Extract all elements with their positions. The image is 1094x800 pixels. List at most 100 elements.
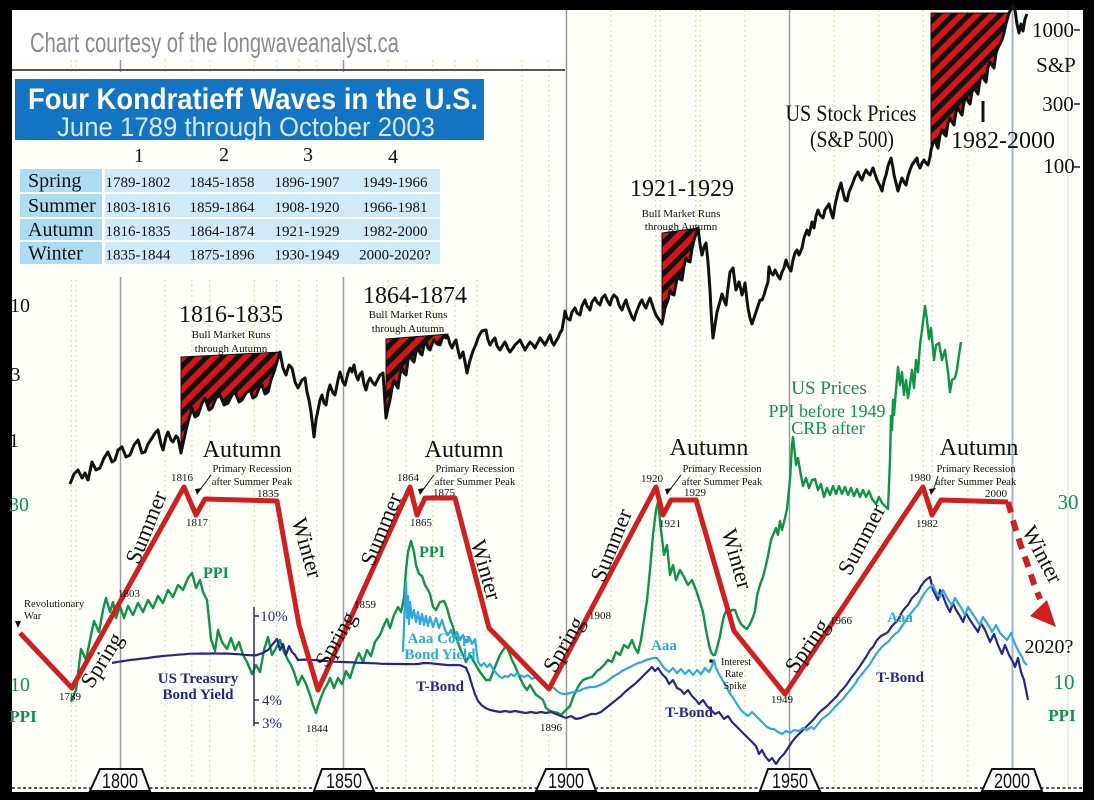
svg-text:Bull Market Runs: Bull Market Runs — [192, 329, 271, 341]
svg-text:through Autumn: through Autumn — [195, 343, 268, 355]
svg-text:Aaa Corp: Aaa Corp — [408, 631, 471, 647]
svg-text:1864-1874: 1864-1874 — [363, 283, 467, 309]
svg-text:1900: 1900 — [548, 770, 584, 793]
svg-text:US Treasury: US Treasury — [158, 671, 239, 687]
svg-text:PPI: PPI — [1048, 706, 1076, 725]
svg-text:3: 3 — [303, 144, 313, 166]
svg-text:Bull Market Runs: Bull Market Runs — [642, 208, 721, 220]
svg-text:Bond Yield: Bond Yield — [405, 647, 477, 663]
svg-text:1982: 1982 — [916, 518, 938, 530]
svg-text:1864-1874: 1864-1874 — [190, 224, 255, 240]
svg-text:Interest: Interest — [721, 657, 751, 668]
svg-text:30: 30 — [9, 494, 29, 516]
svg-text:1865: 1865 — [410, 517, 433, 529]
svg-text:1800: 1800 — [102, 770, 138, 793]
svg-text:T-Bond: T-Bond — [876, 670, 924, 686]
svg-text:30: 30 — [1058, 490, 1079, 514]
svg-text:Aaa: Aaa — [887, 610, 913, 626]
svg-text:Autumn: Autumn — [28, 219, 94, 241]
svg-text:2: 2 — [219, 144, 229, 166]
svg-text:100: 100 — [1043, 154, 1075, 178]
svg-text:1949-1966: 1949-1966 — [363, 175, 428, 191]
svg-text:1: 1 — [134, 145, 144, 167]
svg-text:Rate: Rate — [725, 669, 744, 680]
svg-text:after Summer Peak: after Summer Peak — [435, 477, 516, 488]
svg-text:1803-1816: 1803-1816 — [106, 200, 171, 216]
svg-text:1835: 1835 — [257, 488, 280, 500]
svg-text:Summer: Summer — [28, 195, 96, 217]
svg-text:PPI: PPI — [203, 565, 229, 582]
svg-text:1850: 1850 — [326, 770, 362, 793]
svg-text:T-Bond: T-Bond — [665, 705, 713, 721]
svg-text:1982-2000: 1982-2000 — [951, 128, 1055, 154]
svg-text:4%: 4% — [262, 693, 282, 709]
svg-text:1950: 1950 — [772, 770, 808, 793]
svg-text:PPI: PPI — [419, 544, 445, 561]
svg-text:1864: 1864 — [397, 472, 420, 484]
svg-text:1859-1864: 1859-1864 — [190, 200, 255, 216]
svg-text:1816-1835: 1816-1835 — [179, 302, 283, 328]
svg-text:10: 10 — [1054, 670, 1075, 694]
svg-text:June 1789 through October 2003: June 1789 through October 2003 — [57, 112, 435, 142]
svg-text:1921-1929: 1921-1929 — [630, 176, 734, 202]
svg-text:1: 1 — [9, 430, 19, 452]
svg-text:10: 10 — [10, 674, 30, 696]
svg-text:Revolutionary: Revolutionary — [24, 599, 85, 610]
svg-text:T-Bond: T-Bond — [416, 679, 464, 695]
svg-text:1816: 1816 — [171, 472, 194, 484]
svg-text:1859: 1859 — [354, 599, 377, 611]
svg-text:1000: 1000 — [1032, 18, 1074, 42]
svg-text:1908-1920: 1908-1920 — [275, 200, 340, 216]
svg-text:1982-2000: 1982-2000 — [363, 224, 428, 240]
svg-text:4: 4 — [388, 146, 398, 168]
svg-text:1896: 1896 — [540, 722, 563, 734]
svg-text:1966: 1966 — [830, 615, 853, 627]
svg-text:Autumn: Autumn — [425, 437, 504, 463]
svg-text:after Summer Peak: after Summer Peak — [936, 477, 1017, 488]
svg-text:2000-2020?: 2000-2020? — [359, 248, 431, 264]
svg-text:Primary Recession: Primary Recession — [212, 464, 292, 475]
svg-text:after Summer Peak: after Summer Peak — [682, 477, 763, 488]
svg-text:S&P: S&P — [1036, 53, 1076, 77]
svg-text:1816-1835: 1816-1835 — [106, 224, 171, 240]
svg-text:Bull Market Runs: Bull Market Runs — [369, 309, 448, 321]
svg-text:Four Kondratieff Waves in the: Four Kondratieff Waves in the U.S. — [28, 83, 478, 116]
svg-text:through Autumn: through Autumn — [372, 323, 445, 335]
svg-text:Primary Recession: Primary Recession — [682, 464, 762, 475]
svg-text:3%: 3% — [262, 716, 282, 732]
svg-text:1930-1949: 1930-1949 — [275, 248, 340, 264]
svg-text:Spring: Spring — [28, 170, 81, 192]
svg-text:Bond Yield: Bond Yield — [163, 687, 235, 703]
svg-text:10%: 10% — [260, 609, 288, 625]
svg-text:Primary Recession: Primary Recession — [435, 464, 515, 475]
svg-text:1980: 1980 — [909, 472, 932, 484]
svg-text:1789: 1789 — [59, 691, 82, 703]
svg-text:after Summer Peak: after Summer Peak — [212, 477, 293, 488]
svg-text:1845-1858: 1845-1858 — [190, 175, 255, 191]
svg-text:Autumn: Autumn — [203, 437, 282, 463]
svg-text:1875: 1875 — [433, 487, 456, 499]
svg-text:1844: 1844 — [306, 723, 329, 735]
svg-text:PPI: PPI — [9, 707, 37, 726]
svg-text:1949: 1949 — [771, 694, 794, 706]
svg-text:1920: 1920 — [641, 473, 664, 485]
svg-text:1966-1981: 1966-1981 — [363, 200, 428, 216]
svg-text:War: War — [24, 611, 42, 622]
svg-text:through Autumn: through Autumn — [645, 221, 718, 233]
svg-text:1896-1907: 1896-1907 — [275, 175, 340, 191]
svg-text:Autumn: Autumn — [940, 435, 1019, 461]
svg-text:300: 300 — [1042, 92, 1074, 116]
svg-text:US Stock Prices: US Stock Prices — [786, 101, 917, 126]
svg-text:10: 10 — [10, 295, 30, 317]
svg-text:2000: 2000 — [994, 770, 1030, 793]
svg-text:US Prices: US Prices — [791, 378, 866, 399]
svg-text:1803: 1803 — [118, 588, 141, 600]
svg-text:Spike: Spike — [724, 681, 747, 692]
svg-text:3: 3 — [11, 364, 21, 386]
svg-text:1908: 1908 — [589, 610, 612, 622]
svg-text:CRB after: CRB after — [791, 418, 865, 438]
svg-text:PPI before 1949: PPI before 1949 — [769, 401, 886, 421]
svg-text:1835-1844: 1835-1844 — [106, 248, 171, 264]
svg-text:1921-1929: 1921-1929 — [275, 224, 340, 240]
svg-text:Winter: Winter — [28, 243, 83, 265]
